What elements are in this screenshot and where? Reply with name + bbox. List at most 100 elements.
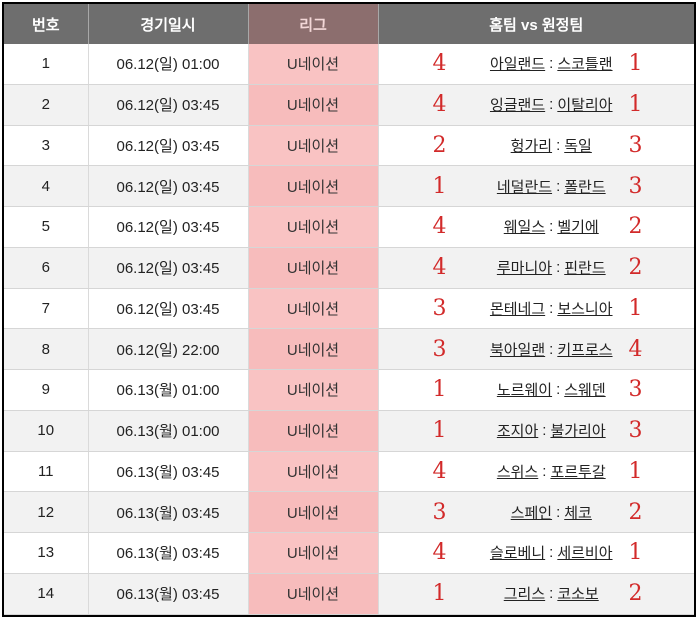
- vs-separator: :: [549, 96, 554, 114]
- away-team-link[interactable]: 코소보: [557, 586, 599, 604]
- match-cell: 3 북아일랜 : 키프로스 4: [378, 328, 694, 370]
- match-cell: 1 조지아 : 불가리아 3: [378, 410, 694, 452]
- home-team-link[interactable]: 슬로베니: [489, 545, 546, 563]
- match-datetime: 06.12(일) 03:45: [88, 125, 249, 167]
- away-team-link[interactable]: 독일: [564, 137, 592, 155]
- table-row: 14 06.13(월) 03:45 U네이션 1 그리스 : 코소보 2: [4, 573, 694, 615]
- home-team-link[interactable]: 네덜란드: [496, 178, 553, 196]
- table-row: 12 06.13(월) 03:45 U네이션 3 스페인 : 체코 2: [4, 491, 694, 533]
- vs-separator: :: [556, 177, 561, 195]
- home-score: 1: [432, 581, 447, 607]
- away-score: 1: [628, 458, 643, 484]
- match-datetime: 06.13(월) 01:00: [88, 410, 249, 452]
- match-datetime: 06.12(일) 03:45: [88, 206, 249, 248]
- match-number: 2: [4, 84, 89, 126]
- table-row: 13 06.13(월) 03:45 U네이션 4 슬로베니 : 세르비아 1: [4, 532, 694, 574]
- home-score: 4: [432, 458, 447, 484]
- home-score: 1: [432, 418, 447, 444]
- table-row: 7 06.12(일) 03:45 U네이션 3 몬테네그 : 보스니아 1: [4, 288, 694, 330]
- league-cell: U네이션: [248, 491, 379, 533]
- home-score: 3: [432, 336, 447, 362]
- table-row: 10 06.13(월) 01:00 U네이션 1 조지아 : 불가리아 3: [4, 410, 694, 452]
- match-number: 8: [4, 328, 89, 370]
- league-cell: U네이션: [248, 247, 379, 289]
- home-team-link[interactable]: 그리스: [503, 586, 546, 604]
- league-cell: U네이션: [248, 125, 379, 167]
- home-score: 4: [432, 92, 447, 118]
- away-team-link[interactable]: 이탈리아: [557, 97, 613, 115]
- away-team-link[interactable]: 불가리아: [550, 423, 606, 441]
- vs-separator: :: [549, 585, 554, 603]
- match-number: 6: [4, 247, 89, 289]
- away-score: 1: [628, 51, 643, 77]
- away-team-link[interactable]: 세르비아: [557, 545, 613, 563]
- vs-separator: :: [556, 136, 561, 154]
- league-cell: U네이션: [248, 44, 379, 85]
- match-number: 10: [4, 410, 89, 452]
- vs-separator: :: [549, 218, 554, 236]
- league-cell: U네이션: [248, 328, 379, 370]
- home-team-link[interactable]: 아일랜드: [489, 56, 546, 74]
- match-number: 9: [4, 369, 89, 411]
- match-number: 12: [4, 491, 89, 533]
- away-score: 1: [628, 540, 643, 566]
- home-team-link[interactable]: 헝가리: [510, 137, 553, 155]
- home-score: 4: [432, 51, 447, 77]
- away-team-link[interactable]: 보스니아: [557, 300, 613, 318]
- home-score: 3: [432, 295, 447, 321]
- away-team-link[interactable]: 키프로스: [557, 341, 613, 359]
- away-team-link[interactable]: 핀란드: [564, 260, 606, 278]
- home-team-link[interactable]: 노르웨이: [496, 382, 553, 400]
- home-team-link[interactable]: 조지아: [496, 423, 539, 441]
- match-cell: 4 슬로베니 : 세르비아 1: [378, 532, 694, 574]
- league-cell: U네이션: [248, 165, 379, 207]
- home-team-link[interactable]: 스위스: [496, 463, 539, 481]
- away-score: 2: [628, 581, 643, 607]
- match-datetime: 06.12(일) 22:00: [88, 328, 249, 370]
- league-cell: U네이션: [248, 84, 379, 126]
- table-row: 9 06.13(월) 01:00 U네이션 1 노르웨이 : 스웨덴 3: [4, 369, 694, 411]
- league-cell: U네이션: [248, 532, 379, 574]
- away-score: 1: [628, 92, 643, 118]
- match-cell: 1 그리스 : 코소보 2: [378, 573, 694, 615]
- home-score: 4: [432, 540, 447, 566]
- home-team-link[interactable]: 스페인: [510, 504, 553, 522]
- home-score: 1: [432, 173, 447, 199]
- home-score: 4: [432, 214, 447, 240]
- vs-separator: :: [549, 55, 554, 73]
- away-score: 2: [628, 214, 643, 240]
- table-header-row: 번호 경기일시 리그 홈팀 vs 원정팀: [4, 4, 694, 44]
- match-number: 13: [4, 532, 89, 574]
- home-team-link[interactable]: 루마니아: [496, 260, 553, 278]
- away-score: 3: [628, 173, 643, 199]
- match-datetime: 06.13(월) 01:00: [88, 369, 249, 411]
- home-team-link[interactable]: 웨일스: [503, 219, 546, 237]
- away-team-link[interactable]: 포르투갈: [550, 463, 606, 481]
- match-number: 14: [4, 573, 89, 615]
- away-team-link[interactable]: 스코틀랜: [557, 56, 613, 74]
- league-cell: U네이션: [248, 451, 379, 493]
- home-score: 2: [432, 132, 447, 158]
- away-team-link[interactable]: 벨기에: [557, 219, 599, 237]
- match-number: 4: [4, 165, 89, 207]
- away-team-link[interactable]: 체코: [564, 504, 592, 522]
- vs-separator: :: [549, 544, 554, 562]
- home-team-link[interactable]: 몬테네그: [489, 300, 546, 318]
- table-row: 11 06.13(월) 03:45 U네이션 4 스위스 : 포르투갈 1: [4, 451, 694, 493]
- home-team-link[interactable]: 북아일랜: [489, 341, 546, 359]
- vs-separator: :: [549, 340, 554, 358]
- match-cell: 4 웨일스 : 벨기에 2: [378, 206, 694, 248]
- match-cell: 1 노르웨이 : 스웨덴 3: [378, 369, 694, 411]
- match-datetime: 06.13(월) 03:45: [88, 573, 249, 615]
- match-cell: 4 루마니아 : 핀란드 2: [378, 247, 694, 289]
- away-score: 2: [628, 499, 643, 525]
- match-cell: 3 스페인 : 체코 2: [378, 491, 694, 533]
- away-team-link[interactable]: 스웨덴: [564, 382, 606, 400]
- header-league: 리그: [248, 4, 379, 44]
- vs-separator: :: [549, 299, 554, 317]
- match-datetime: 06.12(일) 03:45: [88, 247, 249, 289]
- match-datetime: 06.12(일) 03:45: [88, 84, 249, 126]
- home-score: 3: [432, 499, 447, 525]
- home-team-link[interactable]: 잉글랜드: [489, 97, 546, 115]
- away-team-link[interactable]: 폴란드: [564, 178, 606, 196]
